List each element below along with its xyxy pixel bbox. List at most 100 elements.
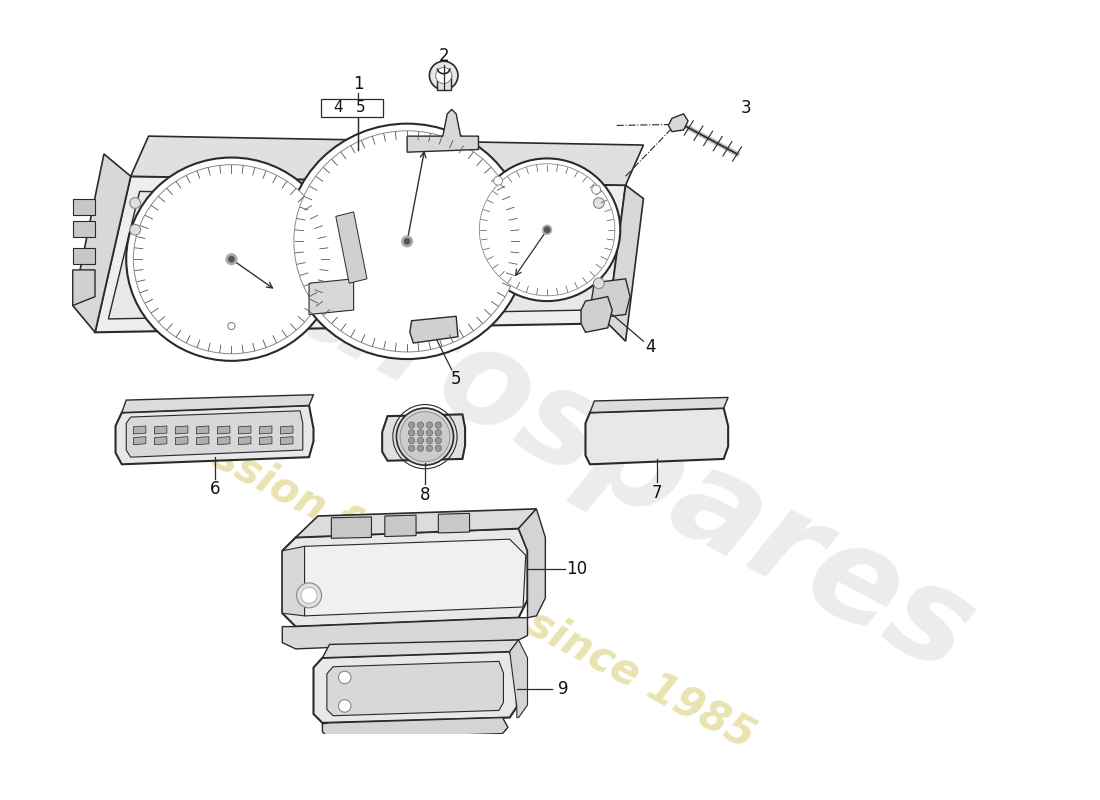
Polygon shape bbox=[260, 426, 272, 434]
Polygon shape bbox=[154, 437, 167, 445]
Polygon shape bbox=[175, 437, 188, 445]
Circle shape bbox=[408, 430, 415, 436]
Polygon shape bbox=[407, 110, 478, 152]
Circle shape bbox=[592, 185, 601, 194]
Circle shape bbox=[436, 430, 441, 436]
Polygon shape bbox=[669, 114, 688, 132]
Circle shape bbox=[427, 438, 432, 444]
Polygon shape bbox=[296, 509, 537, 538]
Polygon shape bbox=[73, 198, 95, 214]
Text: 4: 4 bbox=[646, 338, 656, 357]
Polygon shape bbox=[197, 426, 209, 434]
Circle shape bbox=[130, 198, 141, 208]
Polygon shape bbox=[109, 191, 608, 319]
Polygon shape bbox=[385, 515, 416, 537]
Text: 5: 5 bbox=[356, 100, 365, 115]
Circle shape bbox=[427, 445, 432, 451]
Polygon shape bbox=[280, 426, 293, 434]
Polygon shape bbox=[581, 297, 613, 332]
Polygon shape bbox=[320, 98, 383, 117]
Polygon shape bbox=[239, 437, 251, 445]
Polygon shape bbox=[133, 426, 146, 434]
Text: 10: 10 bbox=[566, 560, 587, 578]
Polygon shape bbox=[585, 408, 728, 464]
Circle shape bbox=[436, 67, 452, 83]
Circle shape bbox=[228, 322, 235, 330]
Polygon shape bbox=[218, 437, 230, 445]
Polygon shape bbox=[239, 426, 251, 434]
Circle shape bbox=[408, 422, 415, 428]
Circle shape bbox=[229, 257, 234, 262]
Polygon shape bbox=[331, 517, 372, 538]
Polygon shape bbox=[590, 398, 728, 413]
Circle shape bbox=[594, 278, 604, 289]
Polygon shape bbox=[131, 136, 644, 185]
Polygon shape bbox=[175, 426, 188, 434]
Circle shape bbox=[400, 412, 450, 462]
Text: eurospares: eurospares bbox=[198, 196, 994, 700]
Circle shape bbox=[339, 671, 351, 684]
Circle shape bbox=[339, 700, 351, 712]
Circle shape bbox=[408, 438, 415, 444]
Text: 3: 3 bbox=[740, 98, 751, 117]
Circle shape bbox=[227, 254, 236, 265]
Polygon shape bbox=[218, 426, 230, 434]
Circle shape bbox=[130, 225, 141, 235]
Text: a passion for parts since 1985: a passion for parts since 1985 bbox=[118, 388, 762, 758]
Polygon shape bbox=[73, 248, 95, 264]
Polygon shape bbox=[322, 718, 508, 739]
Polygon shape bbox=[133, 437, 146, 445]
Circle shape bbox=[402, 236, 412, 246]
Text: 6: 6 bbox=[210, 480, 221, 498]
Circle shape bbox=[417, 422, 424, 428]
Circle shape bbox=[436, 445, 441, 451]
Circle shape bbox=[429, 62, 458, 90]
Circle shape bbox=[396, 408, 453, 465]
Ellipse shape bbox=[287, 124, 528, 359]
Polygon shape bbox=[287, 539, 526, 616]
Polygon shape bbox=[509, 640, 528, 718]
Polygon shape bbox=[410, 316, 458, 343]
Polygon shape bbox=[518, 509, 546, 618]
Polygon shape bbox=[283, 546, 305, 616]
Text: 8: 8 bbox=[420, 486, 430, 504]
Circle shape bbox=[405, 238, 410, 244]
Polygon shape bbox=[309, 279, 353, 314]
Polygon shape bbox=[126, 410, 302, 457]
Text: 9: 9 bbox=[558, 680, 569, 698]
Polygon shape bbox=[382, 414, 465, 461]
Circle shape bbox=[436, 438, 441, 444]
Circle shape bbox=[297, 583, 321, 608]
Ellipse shape bbox=[294, 130, 520, 352]
Circle shape bbox=[417, 430, 424, 436]
Polygon shape bbox=[95, 176, 626, 332]
Polygon shape bbox=[73, 154, 131, 332]
Polygon shape bbox=[283, 529, 528, 626]
Polygon shape bbox=[154, 426, 167, 434]
Circle shape bbox=[417, 445, 424, 451]
Polygon shape bbox=[260, 437, 272, 445]
Polygon shape bbox=[327, 662, 504, 716]
Polygon shape bbox=[73, 221, 95, 237]
Text: 5: 5 bbox=[451, 370, 461, 388]
Ellipse shape bbox=[126, 158, 337, 361]
Ellipse shape bbox=[474, 158, 620, 301]
Ellipse shape bbox=[480, 164, 615, 296]
Polygon shape bbox=[336, 212, 367, 283]
Circle shape bbox=[417, 438, 424, 444]
Polygon shape bbox=[608, 185, 644, 342]
Text: 1: 1 bbox=[353, 75, 363, 94]
Text: 7: 7 bbox=[651, 484, 662, 502]
Polygon shape bbox=[314, 651, 517, 723]
Polygon shape bbox=[590, 279, 630, 319]
Polygon shape bbox=[73, 270, 95, 306]
Polygon shape bbox=[438, 514, 470, 533]
Circle shape bbox=[436, 422, 441, 428]
Polygon shape bbox=[322, 640, 518, 658]
Polygon shape bbox=[283, 618, 528, 649]
Polygon shape bbox=[437, 75, 451, 90]
Circle shape bbox=[544, 227, 550, 233]
Circle shape bbox=[427, 430, 432, 436]
Circle shape bbox=[408, 445, 415, 451]
Polygon shape bbox=[122, 394, 314, 413]
